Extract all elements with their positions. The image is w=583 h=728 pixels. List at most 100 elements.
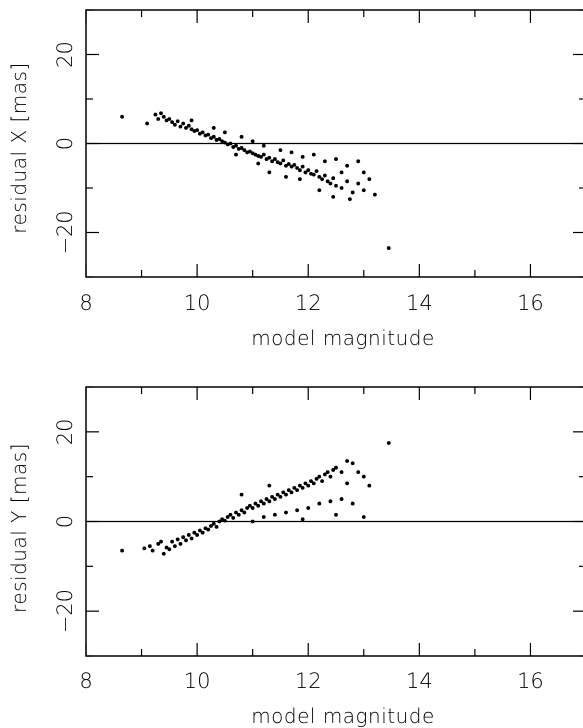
data-point — [339, 497, 344, 501]
y-tick-label: −20 — [53, 589, 77, 633]
data-point — [225, 515, 230, 519]
scatter-points — [120, 111, 391, 250]
data-point — [147, 544, 152, 549]
data-point — [181, 121, 186, 126]
data-point — [189, 536, 194, 541]
data-point — [270, 159, 275, 164]
data-point — [211, 126, 216, 130]
data-point — [261, 501, 266, 506]
data-point — [228, 512, 233, 517]
data-point — [242, 510, 247, 515]
data-point — [386, 246, 391, 250]
data-point — [184, 538, 188, 543]
data-point — [306, 168, 311, 173]
data-point — [292, 162, 297, 167]
data-point — [120, 114, 125, 119]
data-point — [278, 494, 283, 499]
data-point — [320, 479, 325, 484]
data-point — [284, 163, 288, 168]
data-point — [278, 161, 283, 166]
data-point — [281, 490, 286, 495]
data-point — [372, 192, 377, 197]
data-point — [317, 174, 322, 179]
data-point — [211, 134, 216, 139]
data-point — [145, 121, 150, 126]
x-tick-label: 10 — [184, 669, 211, 693]
data-point — [297, 177, 302, 182]
data-point — [289, 150, 294, 155]
data-point — [334, 465, 338, 470]
x-tick-label: 12 — [295, 669, 322, 693]
data-point — [300, 485, 305, 490]
data-point — [234, 510, 238, 515]
data-point — [314, 169, 319, 173]
data-point — [239, 508, 244, 513]
data-point — [317, 501, 322, 506]
data-point — [247, 149, 252, 154]
data-point — [284, 510, 288, 515]
data-point — [297, 483, 302, 488]
data-point — [356, 181, 361, 186]
data-point — [170, 539, 175, 544]
data-point — [272, 497, 277, 501]
y-tick-label: 0 — [53, 137, 77, 150]
data-point — [172, 122, 177, 127]
data-point — [334, 183, 338, 188]
data-point — [197, 528, 202, 533]
data-point — [297, 168, 302, 173]
x-axis-label: model magnitude — [251, 704, 435, 728]
data-point — [264, 497, 269, 501]
data-point — [153, 112, 158, 117]
data-point — [236, 512, 241, 517]
data-point — [206, 527, 211, 532]
x-tick-label: 16 — [517, 669, 544, 693]
y-tick-label: −20 — [53, 210, 77, 254]
data-point — [339, 186, 344, 190]
data-point — [120, 548, 125, 553]
x-axis-label: model magnitude — [251, 326, 435, 350]
data-point — [361, 515, 366, 519]
data-point — [192, 530, 197, 535]
data-point — [156, 542, 161, 546]
data-point — [289, 164, 294, 169]
y-tick-labels: −20 0 20 — [53, 41, 77, 255]
data-point — [311, 152, 316, 157]
data-point — [250, 506, 255, 510]
data-point — [275, 492, 280, 497]
data-point — [161, 114, 166, 119]
data-point — [300, 164, 305, 169]
data-point — [328, 474, 333, 479]
data-point — [142, 546, 147, 551]
data-point — [267, 170, 272, 175]
data-point — [239, 146, 244, 150]
y-tick-label: 20 — [53, 41, 77, 68]
data-point — [161, 551, 166, 556]
data-point — [303, 481, 308, 486]
data-point — [222, 140, 227, 145]
data-point — [350, 461, 355, 466]
data-point — [345, 179, 350, 184]
x-tick-label: 16 — [517, 291, 544, 315]
data-point — [170, 120, 175, 125]
data-point — [345, 163, 350, 168]
data-point — [200, 130, 205, 135]
data-point — [331, 195, 336, 199]
data-point — [334, 157, 338, 161]
data-point — [228, 141, 233, 146]
data-point — [339, 170, 344, 175]
data-point — [222, 130, 227, 135]
data-point — [300, 154, 305, 159]
data-point — [334, 512, 338, 517]
data-point — [175, 537, 180, 542]
data-point — [261, 143, 266, 148]
data-point — [325, 179, 330, 184]
data-point — [200, 530, 205, 535]
data-point — [306, 483, 311, 488]
data-point — [159, 539, 163, 544]
scatter-points — [120, 441, 391, 556]
data-point — [231, 516, 236, 520]
data-point — [289, 490, 294, 495]
data-point — [345, 481, 350, 486]
data-point — [328, 181, 333, 186]
data-point — [272, 157, 277, 161]
